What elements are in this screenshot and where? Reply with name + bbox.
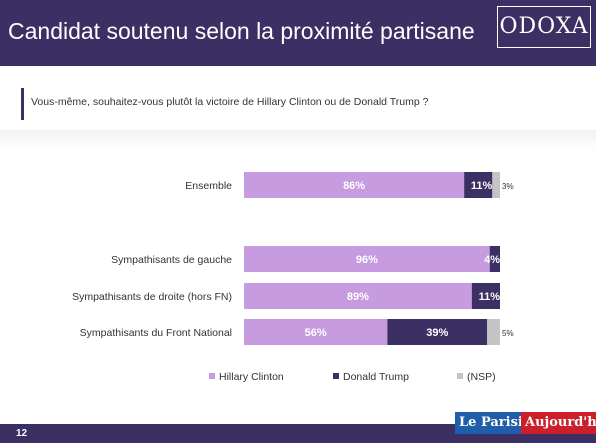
data-label: 3% [502,182,514,191]
data-label: 56% [305,327,327,339]
bar-segment [471,283,500,309]
data-label: 4% [484,254,500,266]
page-title: Candidat soutenu selon la proximité part… [8,18,475,44]
stacked-bar-chart: Ensemble 86% 11% 3% Sympathisants de gauche 9… [72,172,514,345]
data-label: 39% [426,327,448,339]
data-label: 11% [471,180,493,192]
category-label: Sympathisants du Front National [80,327,232,339]
category-label: Sympathisants de gauche [111,254,232,266]
odoxa-logo: ODOXA [497,6,591,48]
bar-segment [244,283,472,309]
bar-segment [244,246,490,272]
bar-segment [244,172,465,198]
page-number: 12 [16,428,28,439]
legend-swatch [333,373,339,380]
bar-segment [487,319,500,345]
legend-label: Hillary Clinton [219,371,284,383]
legend-item: (NSP) [457,371,496,383]
bar-segment [244,319,388,345]
footer-bar: 12 Le Parisien Aujourd'hui [0,412,596,443]
category-label: Sympathisants de droite (hors FN) [72,291,232,303]
legend-swatch [457,373,463,380]
legend-swatch [209,373,215,380]
question-accent-bar [21,88,24,120]
bar-segment [489,246,500,272]
header-shade [0,130,596,150]
bar-segment [387,319,488,345]
legend-label: (NSP) [467,371,496,383]
legend-label: Donald Trump [343,371,409,383]
category-label: Ensemble [185,180,232,192]
legend-item: Donald Trump [333,371,409,383]
data-label: 86% [343,180,365,192]
legend-item: Hillary Clinton [209,371,284,383]
header-bar: Candidat soutenu selon la proximité part… [0,0,596,66]
data-label: 96% [356,254,378,266]
aujourdhui-logo: Aujourd'hui [521,412,596,434]
bar-segment [464,172,493,198]
data-label: 11% [479,291,501,303]
chart-legend: Hillary Clinton Donald Trump (NSP) [0,371,596,391]
data-label: 5% [502,329,514,338]
bar-segment [492,172,500,198]
data-label: 89% [347,291,369,303]
survey-question: Vous-même, souhaitez-vous plutôt la vict… [31,96,429,108]
